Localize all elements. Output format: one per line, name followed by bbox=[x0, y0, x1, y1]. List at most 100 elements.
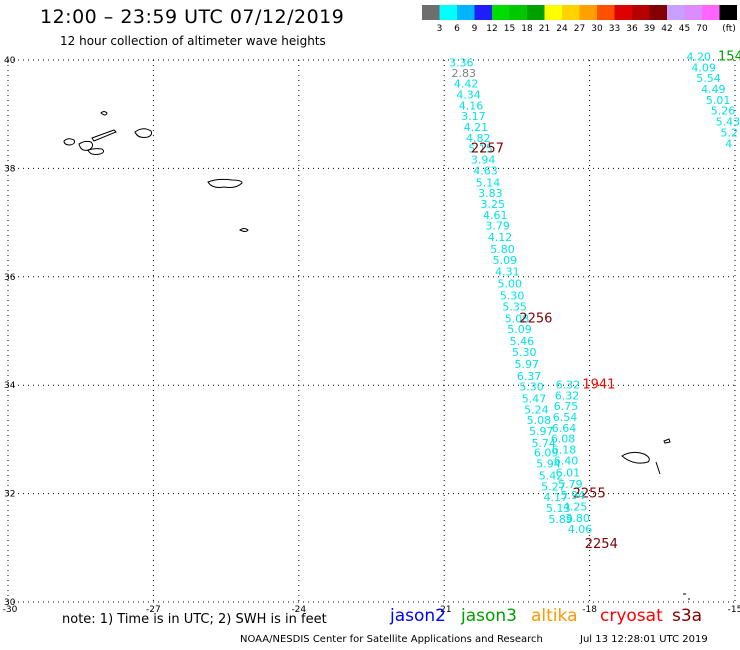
legend-tick: 12 bbox=[486, 24, 497, 34]
altimeter-tracks: 3.362.834.424.344.163.174.214.825.153.94… bbox=[449, 50, 740, 552]
wave-height-value: 3.79 bbox=[485, 220, 510, 233]
wave-height-value: 3.94 bbox=[471, 154, 496, 167]
wave-height-value: 5.13 bbox=[546, 502, 571, 515]
legend-unit: (ft) bbox=[722, 24, 736, 34]
track-cryosat: 6.326.326.756.546.646.086.186.406.015.79… bbox=[551, 377, 616, 536]
wave-height-value: 4.61 bbox=[483, 209, 508, 222]
pass-time-label: 154 bbox=[718, 50, 740, 65]
wave-height-value: 4.49 bbox=[701, 83, 726, 96]
legend-swatch bbox=[457, 5, 475, 20]
wave-height-value: 3.80 bbox=[565, 512, 590, 525]
island-outline bbox=[78, 140, 94, 151]
wave-height-value: 4.16 bbox=[459, 99, 484, 112]
x-tick-label: -15 bbox=[728, 605, 740, 615]
legend-swatch bbox=[719, 5, 737, 20]
wave-height-value: 5.08 bbox=[505, 312, 530, 325]
wave-height-value: 4.25 bbox=[563, 500, 588, 513]
legend-tick: 45 bbox=[679, 24, 690, 34]
wave-height-value: 5.54 bbox=[696, 72, 721, 85]
wave-height-value: 4.63 bbox=[473, 164, 498, 177]
y-tick-label: 30 bbox=[4, 598, 16, 608]
wave-height-value: 4.20 bbox=[687, 51, 712, 64]
wave-height-value: 5.46 bbox=[510, 335, 535, 348]
satellite-jason2: jason2 bbox=[390, 606, 446, 626]
x-tick-label: -27 bbox=[146, 605, 161, 615]
wave-height-value: 6.01 bbox=[556, 466, 581, 479]
wave-height-value: 3.25 bbox=[481, 198, 506, 211]
footer-credit: NOAA/NESDIS Center for Satellite Applica… bbox=[240, 634, 543, 645]
x-tick-label: -21 bbox=[437, 605, 452, 615]
legend-tick: 18 bbox=[521, 24, 533, 34]
wave-height-value: 5.94 bbox=[561, 489, 586, 502]
legend-tick: 24 bbox=[556, 24, 568, 34]
satellite-s3a: s3a bbox=[672, 606, 703, 626]
legend-tick: 36 bbox=[626, 24, 638, 34]
wave-height-value: 5.97 bbox=[514, 358, 539, 371]
y-tick-label: 38 bbox=[4, 164, 16, 174]
wave-height-value: 5.14 bbox=[476, 176, 501, 189]
wave-height-value: 5.15 bbox=[468, 143, 493, 156]
legend-swatch bbox=[702, 5, 720, 20]
legend-swatch bbox=[597, 5, 615, 20]
wave-height-value: 6.32 bbox=[555, 389, 580, 402]
wave-height-value: 4.12 bbox=[488, 231, 513, 244]
x-tick-label: -24 bbox=[291, 605, 306, 615]
wave-height-value: 5.01 bbox=[706, 94, 731, 107]
legend-tick: 33 bbox=[609, 24, 620, 34]
satellite-jason3: jason3 bbox=[461, 606, 517, 626]
legend-swatch bbox=[632, 5, 650, 20]
wave-height-value: 6.09 bbox=[534, 447, 559, 460]
wave-height-value: 5.89 bbox=[548, 513, 573, 526]
wave-height-value: 4.34 bbox=[456, 88, 481, 101]
satellite-cryosat: cryosat bbox=[600, 606, 663, 626]
wave-height-value: 6.18 bbox=[552, 443, 577, 456]
coastlines bbox=[63, 111, 690, 600]
wave-height-value: 5.26 bbox=[711, 105, 736, 118]
y-tick-label: 40 bbox=[4, 56, 16, 66]
legend-tick: 6 bbox=[454, 24, 460, 34]
color-legend: 3 6 9 12 15 18 21 24 27 30 33 36 39 42 45 70 (ft) bbox=[422, 5, 737, 34]
map-subtitle: 12 hour collection of altimeter wave hei… bbox=[60, 34, 326, 48]
wave-height-value: 4.82 bbox=[466, 132, 491, 145]
x-tick-label: -18 bbox=[582, 605, 597, 615]
footer-timestamp: Jul 13 12:28:01 UTC 2019 bbox=[580, 634, 708, 645]
legend-swatch bbox=[527, 5, 545, 20]
wave-height-value: 5.2 bbox=[720, 126, 738, 139]
pass-time-label: 2256 bbox=[519, 311, 552, 326]
x-tick-label: -30 bbox=[3, 605, 18, 615]
wave-height-value: 4.31 bbox=[495, 266, 519, 279]
pass-time-label: 2254 bbox=[585, 537, 618, 552]
legend-swatch bbox=[614, 5, 632, 20]
wave-height-value: 4.42 bbox=[454, 78, 479, 91]
legend-tick: 15 bbox=[504, 24, 515, 34]
wave-height-value: 5.74 bbox=[531, 437, 556, 450]
island-outline bbox=[100, 111, 108, 116]
wave-height-value: 5.35 bbox=[502, 300, 527, 313]
wave-height-value: 5.94 bbox=[536, 458, 561, 471]
wave-height-value: 5.47 bbox=[522, 393, 547, 406]
wave-height-value: 5.42 bbox=[539, 470, 564, 483]
island-outline bbox=[91, 129, 117, 142]
wave-height-value: 5.27 bbox=[541, 480, 566, 493]
lat-lon-grid: -30 -27 -24 -21 -18 -15 30 32 34 36 38 40 bbox=[3, 56, 740, 615]
wave-height-value: 4 bbox=[725, 137, 732, 150]
wave-height-value: 4.21 bbox=[464, 121, 489, 134]
wave-height-value: 5.80 bbox=[490, 243, 515, 256]
wave-height-value: 6.32 bbox=[556, 378, 581, 391]
island-outline bbox=[655, 461, 661, 475]
wave-height-value: 5.30 bbox=[512, 346, 537, 359]
legend-swatch bbox=[439, 5, 457, 20]
island-outline bbox=[239, 228, 249, 232]
legend-swatch bbox=[684, 5, 702, 20]
track-s3a: 3.362.834.424.344.163.174.214.825.153.94… bbox=[449, 57, 618, 552]
wave-height-value: 5.97 bbox=[529, 425, 554, 438]
pass-time-label: 2255 bbox=[573, 486, 606, 501]
wave-height-value: 3.17 bbox=[461, 110, 486, 123]
legend-swatch bbox=[544, 5, 562, 20]
wave-height-value: 5.30 bbox=[519, 381, 544, 394]
units-note: note: 1) Time is in UTC; 2) SWH is in fe… bbox=[62, 612, 327, 627]
wave-height-value: 4.17 bbox=[544, 491, 569, 504]
wave-height-value: 5.43 bbox=[716, 116, 740, 129]
wave-height-value: 5.24 bbox=[524, 403, 549, 416]
